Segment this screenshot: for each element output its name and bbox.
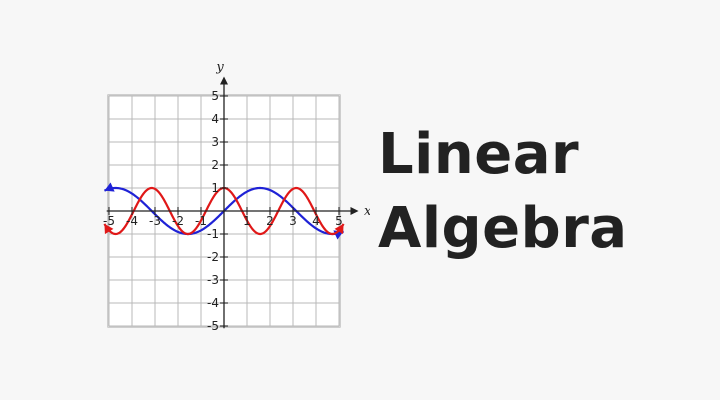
series-1-arrow-left <box>104 182 115 192</box>
y-axis-arrow <box>220 76 228 85</box>
x-tick-label: 1 <box>243 214 251 228</box>
x-tick-label: -5 <box>103 214 115 228</box>
x-tick-label: 4 <box>312 214 320 228</box>
title-line-1: Linear <box>378 122 580 187</box>
y-tick-label: -4 <box>207 296 219 310</box>
y-tick-label: 4 <box>211 112 219 126</box>
tick-marks <box>108 95 340 327</box>
y-tick-label: 2 <box>211 158 219 172</box>
title-block: Linear Algebra <box>378 118 708 266</box>
coordinate-plane: -5 -4 -3 -2 -1 1 2 3 4 5 5 4 3 2 1 -1 -2 -3 -4 -5 x y <box>103 60 370 333</box>
x-tick-label: -4 <box>126 214 138 228</box>
y-tick-label: -5 <box>207 319 219 333</box>
x-tick-label: 5 <box>335 214 343 228</box>
y-axis-label: y <box>215 60 224 75</box>
axes <box>106 76 359 329</box>
y-tick-label: 5 <box>211 89 219 103</box>
y-tick-label: -3 <box>207 273 219 287</box>
y-tick-label: -1 <box>207 227 219 241</box>
x-tick-label: -2 <box>172 214 184 228</box>
graph-figure: -5 -4 -3 -2 -1 1 2 3 4 5 5 4 3 2 1 -1 -2 -3 -4 -5 x y <box>103 60 370 333</box>
y-tick-label: -2 <box>207 250 219 264</box>
title-line-2: Algebra <box>378 196 628 261</box>
series-2-arrow-right <box>334 223 344 235</box>
x-tick-label: 3 <box>289 214 297 228</box>
y-tick-label: 3 <box>211 135 219 149</box>
series-2-arrow-left <box>104 223 114 235</box>
x-tick-label: -1 <box>195 214 207 228</box>
tick-labels: -5 -4 -3 -2 -1 1 2 3 4 5 5 4 3 2 1 -1 -2 -3 -4 -5 <box>103 89 343 333</box>
x-tick-label: 2 <box>266 214 274 228</box>
x-axis-label: x <box>364 204 370 219</box>
y-tick-label: 1 <box>211 181 219 195</box>
x-axis-arrow <box>350 207 359 215</box>
x-tick-label: -3 <box>149 214 161 228</box>
